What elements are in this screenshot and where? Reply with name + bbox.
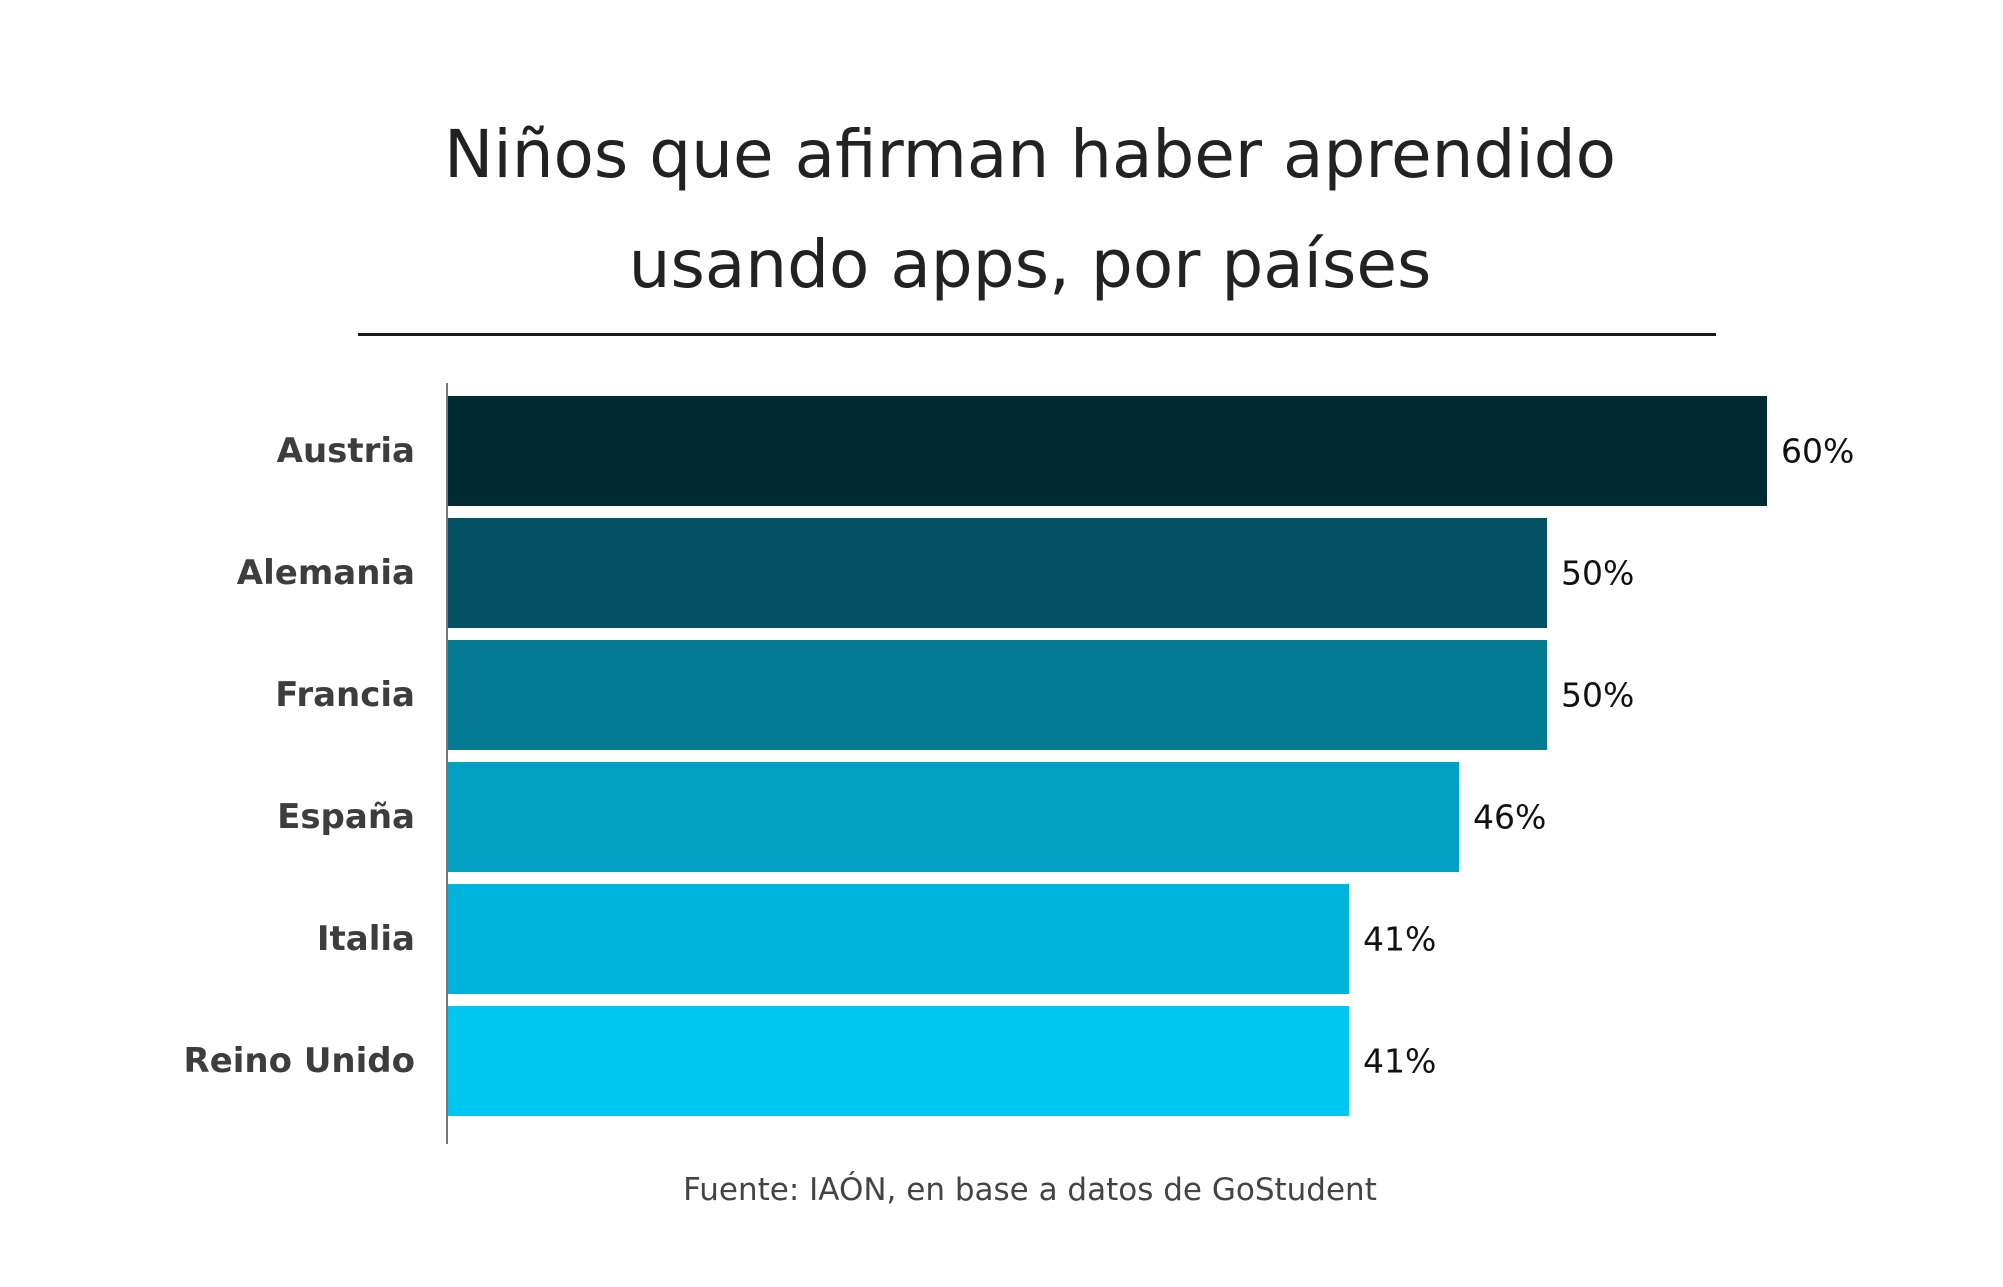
value-label: 50%	[1561, 676, 1634, 715]
category-label: Reino Unido	[184, 1041, 415, 1081]
chart-title-line-2: usando apps, por países	[628, 226, 1432, 303]
bar-reino-unido	[447, 1006, 1349, 1116]
value-label: 60%	[1781, 432, 1854, 471]
category-label: Italia	[317, 919, 415, 959]
bar-españa	[447, 762, 1459, 872]
source-note: Fuente: IAÓN, en base a datos de GoStude…	[683, 1172, 1377, 1208]
bar-francia	[447, 640, 1547, 750]
title-divider	[358, 333, 1716, 336]
value-label: 41%	[1363, 920, 1436, 959]
bar-alemania	[447, 518, 1547, 628]
category-label: España	[277, 797, 415, 837]
bar-italia	[447, 884, 1349, 994]
category-label: Alemania	[237, 553, 415, 593]
bars-group: Austria 60% Alemania 50% Francia 50% España 46%…	[184, 396, 1854, 1116]
value-label: 50%	[1561, 554, 1634, 593]
category-label: Francia	[275, 675, 415, 715]
value-label: 46%	[1473, 798, 1546, 837]
category-label: Austria	[277, 431, 415, 471]
chart-title: Niños que afirman haber aprendido usando…	[0, 100, 2003, 320]
chart-title-line-1: Niños que afirman haber aprendido	[444, 116, 1616, 193]
value-label: 41%	[1363, 1042, 1436, 1081]
bar-austria	[447, 396, 1767, 506]
